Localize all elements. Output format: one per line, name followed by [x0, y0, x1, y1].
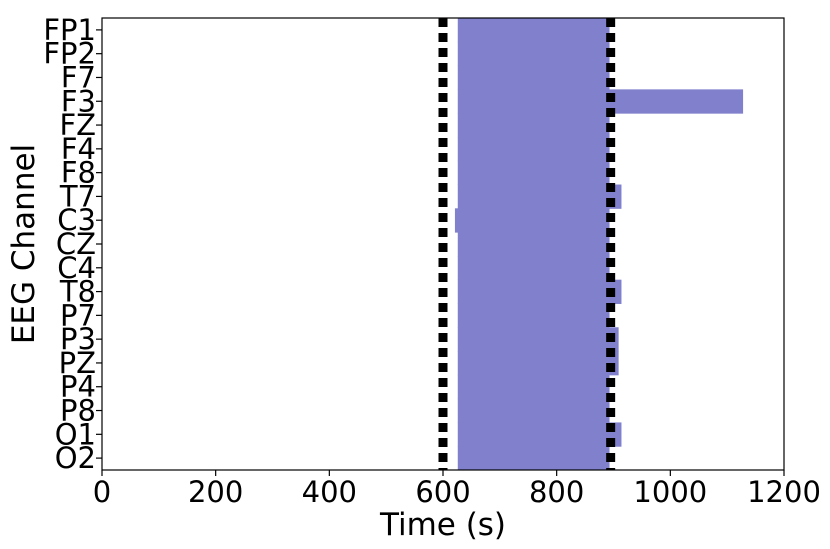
interval-bar-f7 [457, 65, 610, 90]
y-tick-label: F3 [61, 84, 96, 118]
x-tick-label: 600 [415, 475, 470, 509]
y-tick-label: P8 [60, 394, 96, 428]
y-tick-label: FP1 [43, 13, 96, 47]
interval-bars [454, 18, 744, 471]
interval-bar-o2 [457, 446, 610, 471]
y-axis-title: EEG Channel [6, 144, 42, 344]
interval-bar-fp1 [457, 18, 610, 43]
y-tick-label: PZ [59, 346, 96, 380]
y-tick-label: O1 [55, 417, 96, 451]
y-tick-label: F8 [61, 156, 96, 190]
y-tick-label: P4 [60, 370, 96, 404]
interval-bar-o1 [457, 422, 622, 447]
interval-bar-p7 [457, 303, 610, 328]
interval-bar-f3 [457, 89, 744, 114]
interval-bar-t8 [457, 279, 622, 304]
interval-bar-fp2 [457, 41, 610, 67]
interval-bar-c4 [457, 255, 610, 281]
x-tick-label: 1200 [747, 475, 821, 509]
interval-bar-fz [457, 113, 610, 138]
y-tick-label: C3 [57, 203, 96, 237]
interval-bar-t7 [457, 184, 622, 209]
x-axis-ticks: 0 200 400 600 800 1000 1200 [93, 470, 821, 509]
interval-bar-pz [457, 351, 619, 376]
y-tick-label: FZ [59, 108, 96, 142]
interval-bar-f8 [457, 160, 610, 186]
interval-bar-p3 [457, 327, 619, 352]
interval-bar-p8 [457, 398, 610, 423]
x-tick-label: 400 [302, 475, 357, 509]
interval-bar-p4 [457, 374, 610, 400]
y-tick-label: FP2 [43, 37, 96, 71]
y-tick-label: T8 [59, 275, 96, 309]
x-tick-label: 200 [188, 475, 243, 509]
y-tick-label: C4 [57, 251, 96, 285]
interval-bar-c3 [454, 208, 610, 233]
x-tick-label: 0 [93, 475, 111, 509]
x-tick-label: 800 [529, 475, 584, 509]
y-tick-label: F7 [61, 60, 96, 94]
y-tick-label: T7 [59, 179, 96, 213]
y-tick-label: CZ [56, 227, 96, 261]
y-tick-label: F4 [61, 132, 96, 166]
y-tick-label: P7 [60, 298, 96, 332]
x-axis-title: Time (s) [379, 507, 506, 543]
y-tick-label: P3 [60, 322, 96, 356]
x-tick-label: 1000 [633, 475, 707, 509]
interval-bar-f4 [457, 136, 610, 162]
interval-bar-cz [457, 232, 610, 257]
reference-lines [438, 18, 616, 470]
y-tick-label: O2 [55, 441, 96, 475]
